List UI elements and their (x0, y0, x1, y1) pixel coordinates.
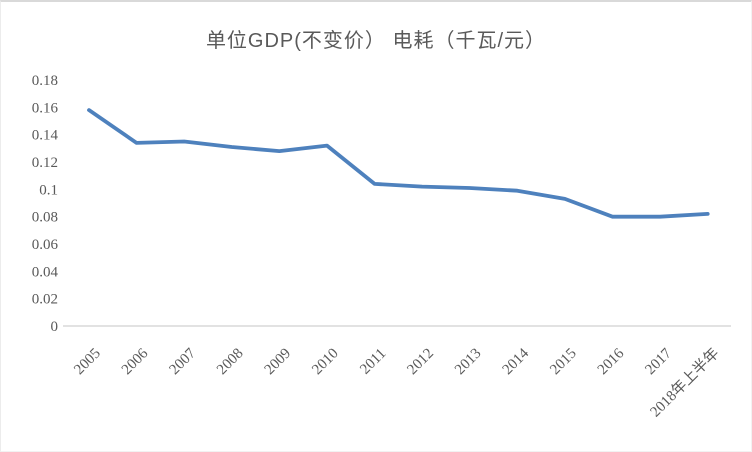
x-tick-label: 2010 (309, 346, 342, 379)
x-tick-label: 2007 (166, 345, 199, 378)
y-tick-label: 0.1 (39, 182, 58, 198)
y-tick-label: 0.04 (32, 264, 59, 280)
y-tick-label: 0.06 (32, 237, 59, 253)
chart-title: 单位GDP(不变价） 电耗（千瓦/元） (205, 30, 547, 52)
y-tick-label: 0.14 (32, 128, 59, 144)
x-tick-label: 2013 (452, 346, 485, 379)
y-tick-label: 0.08 (32, 210, 58, 226)
y-tick-label: 0.12 (32, 155, 58, 171)
x-tick-label: 2011 (357, 346, 389, 378)
y-tick-label: 0.18 (32, 73, 58, 89)
x-tick-label: 2008 (214, 346, 247, 379)
x-tick-label: 2015 (547, 346, 580, 379)
x-tick-label: 2006 (119, 345, 152, 378)
x-tick-label: 2016 (595, 345, 628, 378)
x-tick-label: 2005 (71, 346, 104, 379)
x-tick-label: 2012 (404, 346, 437, 379)
x-tick-label: 2009 (262, 346, 295, 379)
y-tick-label: 0.02 (32, 292, 58, 308)
x-tick-label: 2017 (642, 345, 675, 378)
y-tick-label: 0 (51, 319, 59, 335)
electricity-consumption-series-line (87, 108, 710, 219)
x-tick-label: 2014 (500, 345, 533, 378)
y-tick-label: 0.16 (32, 100, 59, 116)
